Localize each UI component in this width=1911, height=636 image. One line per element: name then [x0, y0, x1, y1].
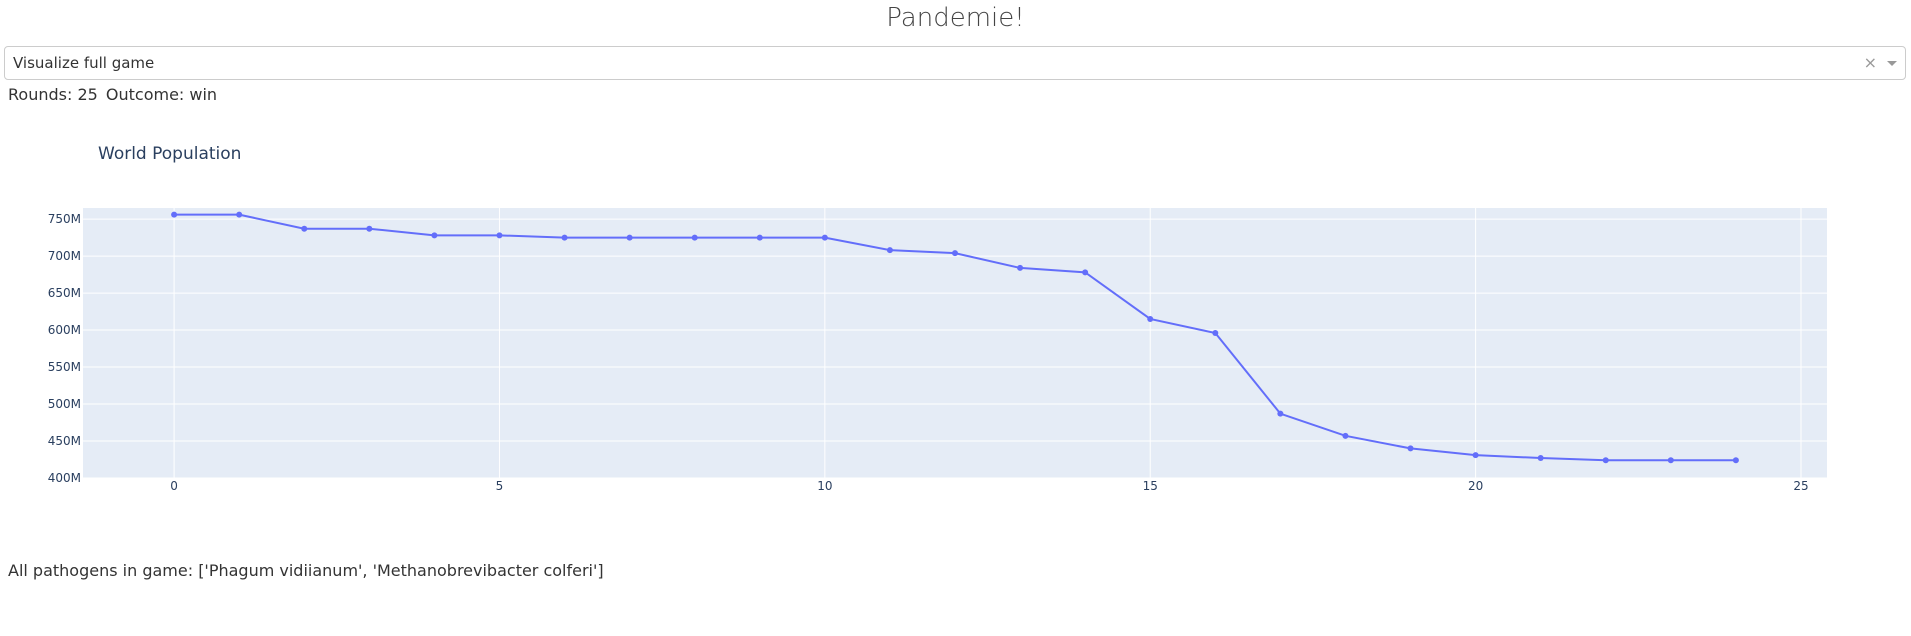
data-point[interactable] — [1472, 452, 1479, 459]
data-point[interactable] — [1342, 432, 1349, 439]
data-point[interactable] — [171, 211, 178, 218]
data-point[interactable] — [1602, 457, 1609, 464]
data-point[interactable] — [366, 225, 373, 232]
data-point[interactable] — [431, 232, 438, 239]
y-tick-label: 600M — [48, 323, 81, 337]
game-stats: Rounds: 25 Outcome: win — [8, 84, 220, 106]
data-point[interactable] — [821, 234, 828, 241]
data-point[interactable] — [301, 225, 308, 232]
data-point[interactable] — [952, 250, 958, 257]
chevron-down-icon[interactable] — [1887, 61, 1897, 66]
points-layer — [171, 211, 1739, 464]
data-point[interactable] — [1407, 445, 1414, 452]
page-title: Pandemie! — [886, 3, 1025, 33]
rounds-label: Rounds: 25 — [8, 85, 98, 104]
x-tick-label: 0 — [170, 479, 178, 493]
world-population-chart: World Population 400M 450M 500M 550M 600M 650… — [0, 130, 1911, 500]
data-point[interactable] — [756, 234, 763, 241]
y-tick-label: 700M — [48, 249, 81, 263]
data-point[interactable] — [1732, 457, 1739, 464]
game-selector-value: Visualize full game — [13, 54, 155, 72]
x-tick-label: 25 — [1793, 479, 1808, 493]
data-point[interactable] — [496, 232, 503, 239]
game-selector-dropdown[interactable]: Visualize full game × — [4, 46, 1906, 80]
chart-title: World Population — [98, 144, 241, 164]
plot-area — [83, 208, 1827, 478]
x-tick-label: 15 — [1143, 479, 1158, 493]
outcome-label: Outcome: win — [105, 85, 218, 104]
data-point[interactable] — [626, 234, 633, 241]
data-point[interactable] — [1017, 264, 1024, 271]
data-point[interactable] — [561, 234, 568, 241]
data-point[interactable] — [1147, 315, 1154, 322]
y-tick-label: 400M — [48, 471, 81, 485]
data-point[interactable] — [886, 247, 893, 254]
y-tick-label: 650M — [48, 286, 81, 300]
data-point[interactable] — [236, 211, 243, 218]
y-tick-label: 450M — [48, 434, 81, 448]
pathogens-list-text: All pathogens in game: ['Phagum vidiianu… — [8, 561, 604, 580]
axis-layer: 400M 450M 500M 550M 600M 650M 700M 750M 0 5 10 15 20… — [48, 212, 1809, 493]
y-tick-label: 750M — [48, 212, 81, 226]
y-tick-label: 550M — [48, 360, 81, 374]
data-point[interactable] — [1082, 269, 1089, 276]
x-tick-label: 5 — [496, 479, 504, 493]
x-tick-label: 10 — [817, 479, 832, 493]
clear-icon[interactable]: × — [1863, 53, 1877, 72]
data-point[interactable] — [1667, 457, 1674, 464]
data-point[interactable] — [1277, 410, 1284, 417]
data-point[interactable] — [1212, 330, 1219, 337]
data-point[interactable] — [1537, 455, 1544, 462]
world-population-chart-svg: World Population 400M 450M 500M 550M 600M 650… — [48, 144, 1827, 493]
grid-layer — [83, 208, 1827, 479]
data-point[interactable] — [691, 234, 698, 241]
x-tick-label: 20 — [1468, 479, 1483, 493]
y-tick-label: 500M — [48, 397, 81, 411]
